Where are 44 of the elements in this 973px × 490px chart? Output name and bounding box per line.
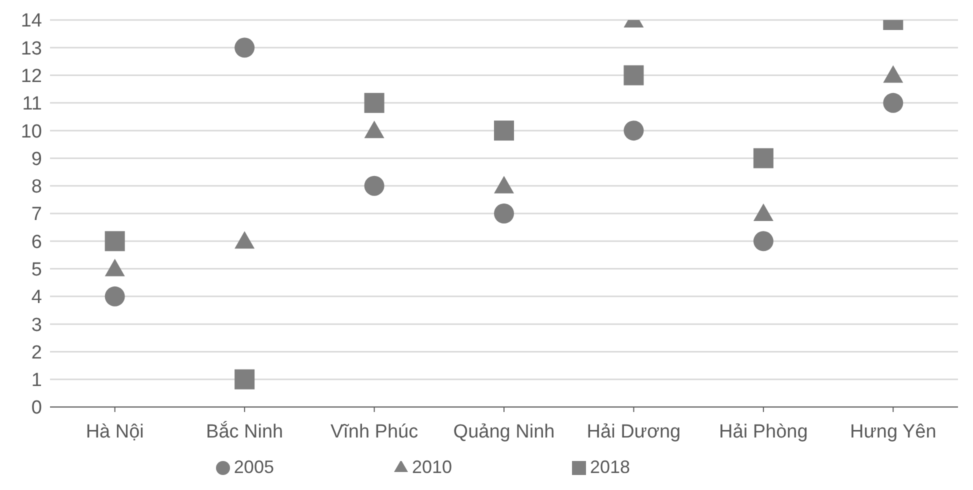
x-tick-label: Hải Phòng (719, 421, 808, 442)
y-tick-label: 7 (31, 204, 42, 226)
point (494, 204, 514, 224)
y-tick-label: 2 (31, 342, 42, 364)
x-tick-label: Quảng Ninh (453, 421, 555, 442)
y-tick-label: 10 (20, 121, 42, 142)
point (104, 258, 125, 276)
point (624, 65, 644, 86)
y-tick-label: 9 (31, 148, 42, 170)
point (234, 369, 255, 390)
legend-label: 2005 (234, 457, 274, 477)
y-tick-label: 13 (20, 38, 42, 60)
x-tick-label: Hưng Yên (850, 421, 936, 442)
point (494, 176, 514, 194)
legend-label: 2010 (412, 457, 452, 477)
y-tick-label: 5 (31, 260, 42, 281)
point (104, 231, 125, 252)
point (364, 120, 384, 138)
point (753, 231, 774, 252)
x-tick-label: Vĩnh Phúc (330, 421, 418, 442)
x-tick-label: Hải Dương (586, 421, 681, 442)
y-tick-label: 11 (22, 94, 42, 115)
x-tick-label: Hà Nội (86, 421, 144, 442)
point (364, 176, 384, 196)
y-tick-label: 0 (31, 398, 42, 419)
point (883, 65, 904, 83)
point (624, 120, 644, 141)
y-tick-label: 6 (31, 232, 42, 253)
y-tick-label: 8 (31, 176, 42, 198)
legend-label: 2018 (590, 457, 630, 477)
point (234, 38, 255, 58)
point (883, 92, 904, 113)
y-tick-label: 12 (20, 66, 42, 88)
point (753, 204, 774, 221)
y-tick-label: 3 (31, 314, 42, 336)
point (234, 231, 255, 249)
x-tick-label: Bắc Ninh (206, 420, 284, 442)
y-tick-label: 14 (20, 10, 42, 32)
point (104, 286, 125, 306)
point (753, 148, 774, 168)
y-tick-label: 4 (31, 287, 42, 308)
y-tick-label: 1 (31, 370, 42, 392)
point (364, 92, 384, 113)
point (494, 120, 514, 141)
